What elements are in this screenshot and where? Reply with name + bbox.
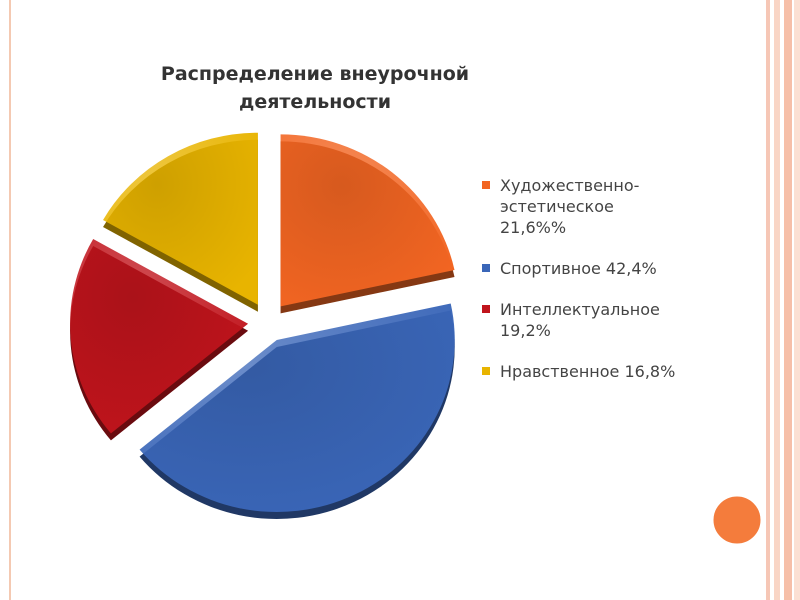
legend-label: Интеллектуальное 19,2% <box>500 300 660 340</box>
slice <box>70 239 249 434</box>
legend-label: Нравственное 16,8% <box>500 362 676 381</box>
stripe <box>784 0 792 600</box>
legend-swatch <box>482 181 490 189</box>
legend-item: Спортивное 42,4% <box>482 258 682 279</box>
legend-label: Спортивное 42,4% <box>500 259 657 278</box>
pie <box>70 132 455 519</box>
stripe <box>794 0 800 600</box>
legend-item: Художественно-эстетическое 21,6%% <box>482 175 682 238</box>
stripe <box>774 0 780 600</box>
legend-item: Интеллектуальное 19,2% <box>482 299 682 341</box>
legend-label: Художественно-эстетическое 21,6%% <box>500 176 640 237</box>
legend-swatch <box>482 367 490 375</box>
stripe <box>766 0 770 600</box>
legend: Художественно-эстетическое 21,6%% Спортив… <box>482 175 682 402</box>
chart-title: Распределение внеурочной деятельности <box>160 63 470 113</box>
decor-circle <box>710 493 764 547</box>
legend-swatch <box>482 264 490 272</box>
slice <box>280 134 455 307</box>
legend-item: Нравственное 16,8% <box>482 361 682 382</box>
slice <box>103 132 258 305</box>
slice <box>139 303 455 512</box>
legend-swatch <box>482 305 490 313</box>
